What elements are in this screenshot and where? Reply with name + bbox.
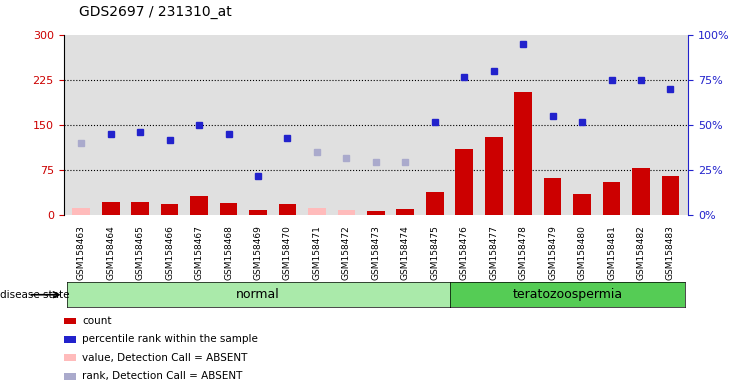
Text: normal: normal [236,288,280,301]
Bar [308,208,326,215]
Text: rank, Detection Call = ABSENT: rank, Detection Call = ABSENT [82,371,242,381]
Bar [73,208,90,215]
Bar [573,194,591,215]
Bar [426,192,444,215]
Bar [132,202,149,215]
Text: percentile rank within the sample: percentile rank within the sample [82,334,258,344]
Bar [485,137,503,215]
Bar [396,209,414,215]
Bar [515,92,532,215]
Bar [190,196,208,215]
Bar [662,176,679,215]
Bar [367,212,384,215]
Text: value, Detection Call = ABSENT: value, Detection Call = ABSENT [82,353,248,363]
Bar [279,204,296,215]
Bar [632,168,650,215]
Bar [220,203,237,215]
Bar [102,202,120,215]
Bar [456,149,473,215]
Bar [249,210,267,215]
Text: GDS2697 / 231310_at: GDS2697 / 231310_at [79,5,231,19]
Text: teratozoospermia: teratozoospermia [512,288,622,301]
Bar [544,178,562,215]
Text: disease state: disease state [0,290,70,300]
Bar [603,182,620,215]
Bar [161,204,179,215]
Text: count: count [82,316,111,326]
Bar [337,210,355,215]
